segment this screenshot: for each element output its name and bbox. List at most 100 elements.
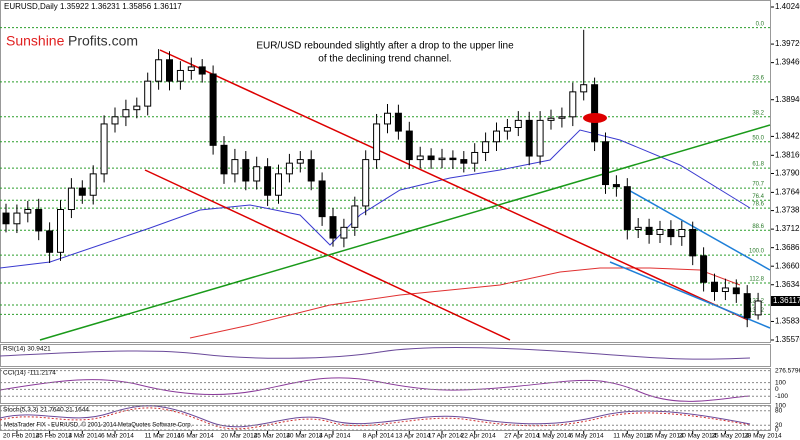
- current-price-box: [771, 295, 800, 306]
- current-price-label: 1.36117: [773, 296, 800, 305]
- fib-label: 88.6: [752, 224, 764, 230]
- candle-body: [285, 162, 293, 175]
- fib-label: 23.6: [752, 75, 764, 81]
- x-tick-label: 11 Mar 2014: [145, 433, 181, 440]
- y-tick-label: 1.38160: [775, 150, 800, 159]
- y-tick-label: 1.39460: [775, 58, 800, 67]
- indicator-tick-label: 0: [775, 427, 779, 434]
- indicator-tick-label: 100: [775, 403, 786, 410]
- candle-body: [122, 109, 130, 118]
- indicator-tick-label: -100: [775, 393, 788, 400]
- candle-body: [209, 73, 217, 146]
- candle-body: [111, 116, 119, 125]
- y-tick-label: 1.36605: [775, 261, 800, 270]
- candle-body: [405, 130, 413, 161]
- x-tick-label: 25 Feb 2014: [36, 433, 73, 440]
- y-tick-label: 1.36345: [775, 280, 800, 289]
- candle-body: [743, 293, 751, 319]
- candle-body: [558, 116, 566, 119]
- candle-body: [634, 226, 642, 230]
- candle-body: [67, 187, 75, 211]
- candle-body: [471, 151, 479, 164]
- candle-body: [460, 159, 468, 164]
- brand-red: Sunshine: [6, 33, 65, 49]
- candle-body: [427, 155, 435, 161]
- candle-body: [602, 141, 609, 186]
- chart-header: EURUSD,Daily 1.35922 1.36231 1.35856 1.3…: [4, 2, 182, 11]
- candle-body: [362, 159, 370, 207]
- brand-dark: Profits.com: [68, 33, 138, 49]
- x-tick-label: 3 Apr 2014: [319, 433, 351, 440]
- cci-pane: [0, 368, 771, 404]
- candle-body: [24, 209, 32, 214]
- indicator-label: Stoch(5,3,3) 21.7640 21.1644: [3, 407, 89, 414]
- candle-body: [503, 127, 511, 132]
- x-tick-label: 30 Mar 2014: [286, 433, 323, 440]
- candle-body: [264, 166, 272, 196]
- x-tick-label: 8 Apr 2014: [363, 433, 395, 440]
- x-tick-label: 29 May 2014: [744, 433, 782, 440]
- candle-body: [689, 228, 697, 257]
- candle-body: [569, 91, 577, 118]
- candle-body: [678, 228, 686, 238]
- candle-body: [307, 159, 315, 182]
- y-tick-label: 1.38940: [775, 95, 800, 104]
- candle-body: [580, 84, 588, 93]
- candle-body: [35, 209, 43, 232]
- indicator-tick-label: 276.5796: [775, 367, 800, 374]
- candle-body: [667, 228, 675, 238]
- y-tick-label: 1.37640: [775, 188, 800, 197]
- y-tick-label: 1.37385: [775, 206, 800, 215]
- x-tick-label: 13 Apr 2014: [395, 433, 430, 440]
- x-tick-label: 22 Apr 2014: [461, 433, 496, 440]
- candle-body: [536, 119, 544, 157]
- candle-body: [493, 130, 500, 143]
- fib-label: 78.6: [752, 202, 764, 208]
- annotation: EUR/USD rebounded slightly after a drop …: [256, 41, 514, 52]
- indicator-tick-label: 20: [775, 422, 783, 429]
- x-tick-label: 17 Apr 2014: [428, 433, 463, 440]
- fib-label: 100.0: [749, 249, 765, 255]
- trend-channel-upper: [159, 49, 749, 321]
- candle-body: [482, 141, 490, 153]
- candle-body: [296, 159, 304, 164]
- candle-body: [155, 59, 163, 82]
- blue-channel-lower: [609, 261, 771, 329]
- candle-body: [438, 157, 446, 161]
- y-tick-label: 1.38425: [775, 132, 800, 141]
- indicator-tick-label: 100: [775, 379, 786, 386]
- y-tick-label: 1.37905: [775, 169, 800, 178]
- x-tick-label: 25 May 2014: [711, 433, 749, 440]
- candle-body: [394, 112, 402, 132]
- fib-label: 70.7: [752, 182, 764, 188]
- x-tick-label: 20 Feb 2014: [3, 433, 40, 440]
- x-tick-label: 27 Apr 2014: [504, 433, 539, 440]
- support-line: [39, 124, 771, 341]
- candle-body: [373, 123, 381, 161]
- fib-label: 50.0: [752, 135, 764, 141]
- candle-body: [384, 112, 391, 125]
- candle-body: [57, 209, 64, 253]
- candle-body: [2, 212, 10, 225]
- candle-body: [187, 66, 195, 71]
- fib-label: 76.4: [752, 194, 764, 200]
- x-tick-label: 6 Mar 2014: [101, 433, 134, 440]
- x-tick-label: 20 Mar 2014: [221, 433, 258, 440]
- candle-body: [416, 155, 424, 161]
- candle-body: [340, 226, 348, 239]
- moving-average-200: [189, 267, 741, 339]
- annotation: of the declining trend channel.: [318, 54, 451, 65]
- candle-body: [89, 173, 97, 196]
- candle-body: [318, 180, 326, 218]
- candle-body: [711, 281, 718, 293]
- candle-body: [133, 105, 141, 111]
- candle-body: [721, 287, 729, 293]
- candle-body: [612, 184, 620, 188]
- stoch-signal: [0, 407, 751, 430]
- candle-body: [700, 255, 708, 283]
- y-tick-label: 1.39720: [775, 39, 800, 48]
- blue-channel-upper: [624, 187, 771, 271]
- candle-body: [166, 59, 173, 82]
- candle-body: [220, 144, 228, 175]
